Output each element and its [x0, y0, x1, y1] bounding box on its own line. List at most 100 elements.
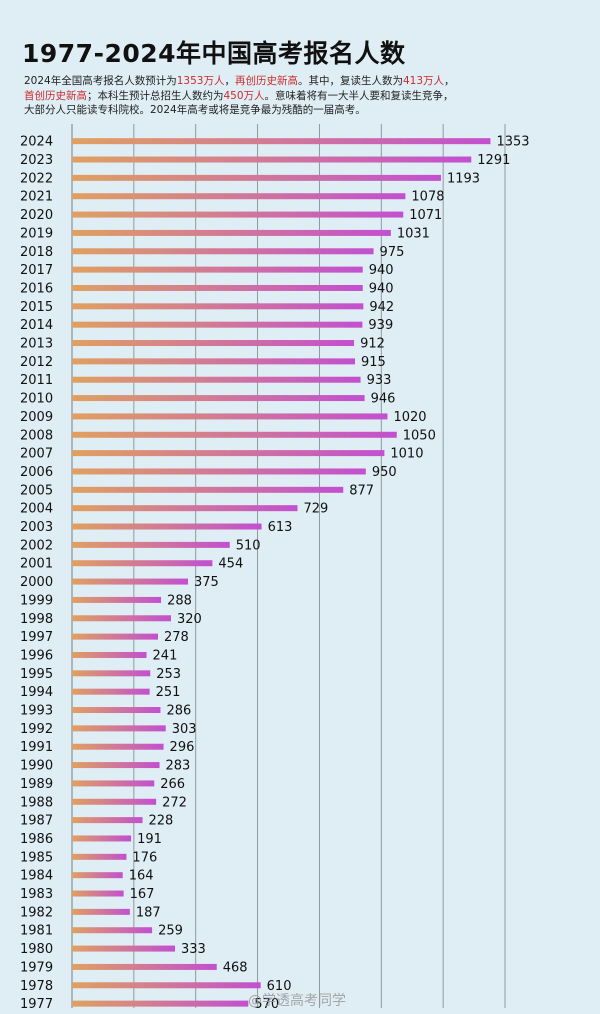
value-label-2013: 912 [360, 337, 385, 352]
year-label-2019: 2019 [20, 226, 53, 241]
value-label-2004: 729 [303, 502, 328, 517]
year-label-2023: 2023 [20, 153, 53, 168]
value-label-2003: 613 [268, 520, 293, 535]
bar-1979 [72, 963, 217, 970]
value-label-1994: 251 [156, 685, 181, 700]
bar-2009 [72, 413, 388, 420]
year-label-2008: 2008 [20, 428, 53, 443]
value-label-1978: 610 [267, 979, 292, 994]
value-label-1982: 187 [136, 905, 161, 920]
desc-text: 。其中，复读生人数为 [297, 75, 403, 87]
value-label-1995: 253 [156, 667, 181, 682]
year-label-1986: 1986 [20, 832, 53, 847]
value-label-2022: 1193 [447, 171, 480, 186]
year-label-1993: 1993 [20, 704, 53, 719]
bar-1983 [72, 890, 124, 897]
value-label-1979: 468 [223, 960, 248, 975]
value-label-2011: 933 [367, 373, 392, 388]
value-label-1990: 283 [166, 759, 191, 774]
desc-text: ， [224, 75, 235, 87]
year-label-1978: 1978 [20, 979, 53, 994]
value-label-2000: 375 [194, 575, 219, 590]
desc-text: ， [444, 75, 455, 87]
description-line-2: 首创历史新高；本科生预计总招生人数约为450万人。意味着将有一大半人要和复读生竞… [24, 89, 584, 104]
bar-1998 [72, 615, 171, 622]
value-label-1980: 333 [181, 942, 206, 957]
bar-2000 [72, 578, 188, 585]
desc-text: 2024年全国高考报名人数预计为 [24, 75, 177, 87]
bar-2021 [72, 193, 406, 200]
year-label-2002: 2002 [20, 538, 53, 553]
desc-highlight: 413万人 [402, 75, 445, 87]
bar-1982 [72, 908, 130, 915]
value-label-2006: 950 [372, 465, 397, 480]
year-label-2015: 2015 [20, 300, 53, 315]
value-label-2012: 915 [361, 355, 386, 370]
bar-2011 [72, 376, 361, 383]
year-label-2022: 2022 [20, 171, 53, 186]
bar-2008 [72, 431, 397, 438]
year-label-1998: 1998 [20, 612, 53, 627]
value-label-2019: 1031 [397, 226, 430, 241]
bar-2007 [72, 450, 385, 457]
bar-2017 [72, 266, 363, 273]
bar-1997 [72, 633, 158, 640]
year-label-1977: 1977 [20, 997, 53, 1012]
bar-2003 [72, 523, 262, 530]
year-label-2005: 2005 [20, 483, 53, 498]
bar-1978 [72, 982, 261, 989]
year-label-2011: 2011 [20, 373, 53, 388]
value-label-2014: 939 [368, 318, 393, 333]
value-label-2023: 1291 [477, 153, 510, 168]
year-label-2013: 2013 [20, 337, 53, 352]
value-label-2016: 940 [369, 281, 394, 296]
year-label-1983: 1983 [20, 887, 53, 902]
value-label-1999: 288 [167, 593, 192, 608]
bar-1987 [72, 817, 143, 824]
year-label-1997: 1997 [20, 630, 53, 645]
value-label-2009: 1020 [393, 410, 426, 425]
value-label-1987: 228 [149, 814, 174, 829]
year-label-2007: 2007 [20, 447, 53, 462]
value-label-1985: 176 [132, 850, 157, 865]
bar-1995 [72, 670, 151, 677]
bar-2019 [72, 229, 391, 236]
value-label-1993: 286 [166, 704, 191, 719]
year-label-1987: 1987 [20, 814, 53, 829]
year-label-1980: 1980 [20, 942, 53, 957]
year-label-1996: 1996 [20, 648, 53, 663]
year-label-2024: 2024 [20, 135, 53, 150]
value-label-2015: 942 [369, 300, 394, 315]
bar-2012 [72, 358, 355, 365]
value-label-1997: 278 [164, 630, 189, 645]
description-line-3: 大部分人只能读专科院校。2024年高考或将是竞争最为残酷的一届高考。 [24, 104, 366, 116]
bar-1990 [72, 762, 160, 769]
value-label-1984: 164 [129, 869, 154, 884]
year-label-1999: 1999 [20, 593, 53, 608]
value-label-2007: 1010 [390, 447, 423, 462]
bar-1985 [72, 853, 127, 860]
bar-2013 [72, 340, 355, 347]
bar-2015 [72, 303, 364, 310]
year-label-2006: 2006 [20, 465, 53, 480]
chart-description: 2024年全国高考报名人数预计为1353万人，再创历史新高。其中，复读生人数为4… [24, 74, 584, 118]
value-label-2018: 975 [380, 245, 405, 260]
bar-1980 [72, 945, 175, 952]
value-label-2005: 877 [349, 483, 374, 498]
bar-2024 [72, 138, 491, 145]
year-label-2018: 2018 [20, 245, 53, 260]
value-label-2002: 510 [236, 538, 261, 553]
desc-highlight: 再创历史新高 [234, 75, 298, 87]
year-label-2012: 2012 [20, 355, 53, 370]
description-line-1: 2024年全国高考报名人数预计为1353万人，再创历史新高。其中，复读生人数为4… [24, 74, 584, 89]
bar-2016 [72, 284, 363, 291]
bar-1977 [72, 1000, 249, 1007]
year-label-2020: 2020 [20, 208, 53, 223]
year-label-1991: 1991 [20, 740, 53, 755]
year-label-1982: 1982 [20, 905, 53, 920]
year-label-1989: 1989 [20, 777, 53, 792]
bar-2022 [72, 174, 441, 181]
bar-2006 [72, 468, 366, 475]
value-label-1991: 296 [170, 740, 195, 755]
watermark-text: @学透高考同学 [248, 993, 346, 1009]
